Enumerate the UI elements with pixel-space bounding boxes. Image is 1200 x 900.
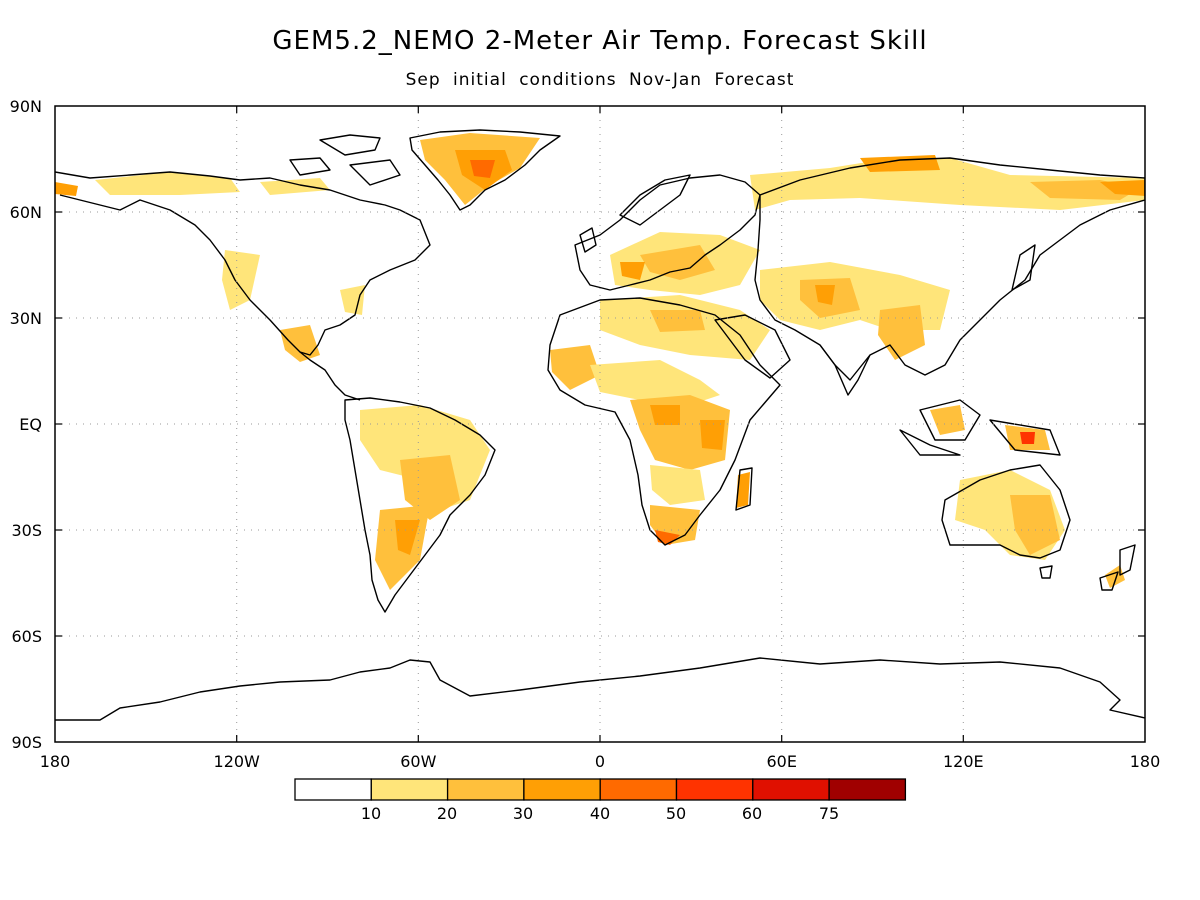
lat-label-60n: 60N	[10, 203, 42, 222]
colorbar-box-6	[752, 778, 830, 801]
colorbar-label-10: 10	[361, 804, 381, 823]
lon-label-180w: 180	[40, 752, 71, 771]
colorbar-box-4	[599, 778, 678, 801]
colorbar-labels: 10 20 30 40 50 60 75	[361, 804, 839, 823]
tick-marks	[55, 106, 1145, 742]
lat-label-30n: 30N	[10, 309, 42, 328]
colorbar-box-3	[523, 778, 601, 801]
colorbar-label-50: 50	[666, 804, 686, 823]
lon-label-60w: 60W	[400, 752, 436, 771]
skill-shading	[55, 133, 1145, 590]
lat-label-30s: 30S	[11, 521, 42, 540]
colorbar-label-30: 30	[513, 804, 533, 823]
lat-label-90s: 90S	[11, 733, 42, 752]
colorbar-label-60: 60	[742, 804, 762, 823]
map-title: GEM5.2_NEMO 2-Meter Air Temp. Forecast S…	[272, 26, 928, 56]
colorbar-box-5	[675, 778, 754, 801]
lon-label-120e: 120E	[943, 752, 984, 771]
colorbar-box-2	[446, 778, 525, 801]
colorbar-box-1	[370, 778, 449, 801]
colorbar-box-7	[828, 778, 907, 801]
colorbar-boxes	[294, 778, 907, 801]
longitude-labels: 180 120W 60W 0 60E 120E 180	[40, 752, 1161, 771]
lat-label-60s: 60S	[11, 627, 42, 646]
colorbar-label-40: 40	[590, 804, 610, 823]
plot-area	[55, 129, 1145, 721]
lon-label-60e: 60E	[766, 752, 796, 771]
lat-label-eq: EQ	[19, 415, 42, 434]
latitude-labels: 90N 60N 30N EQ 30S 60S 90S	[10, 97, 42, 752]
colorbar-box-0	[294, 778, 372, 801]
lon-label-180e: 180	[1130, 752, 1161, 771]
lon-label-0: 0	[595, 752, 605, 771]
gridlines	[55, 106, 1145, 742]
colorbar-label-75: 75	[819, 804, 839, 823]
colorbar: 10 20 30 40 50 60 75	[294, 778, 907, 823]
lon-label-120w: 120W	[214, 752, 261, 771]
map-subtitle: Sep initial conditions Nov-Jan Forecast	[405, 70, 795, 90]
lat-label-90n: 90N	[10, 97, 42, 116]
colorbar-label-20: 20	[437, 804, 457, 823]
